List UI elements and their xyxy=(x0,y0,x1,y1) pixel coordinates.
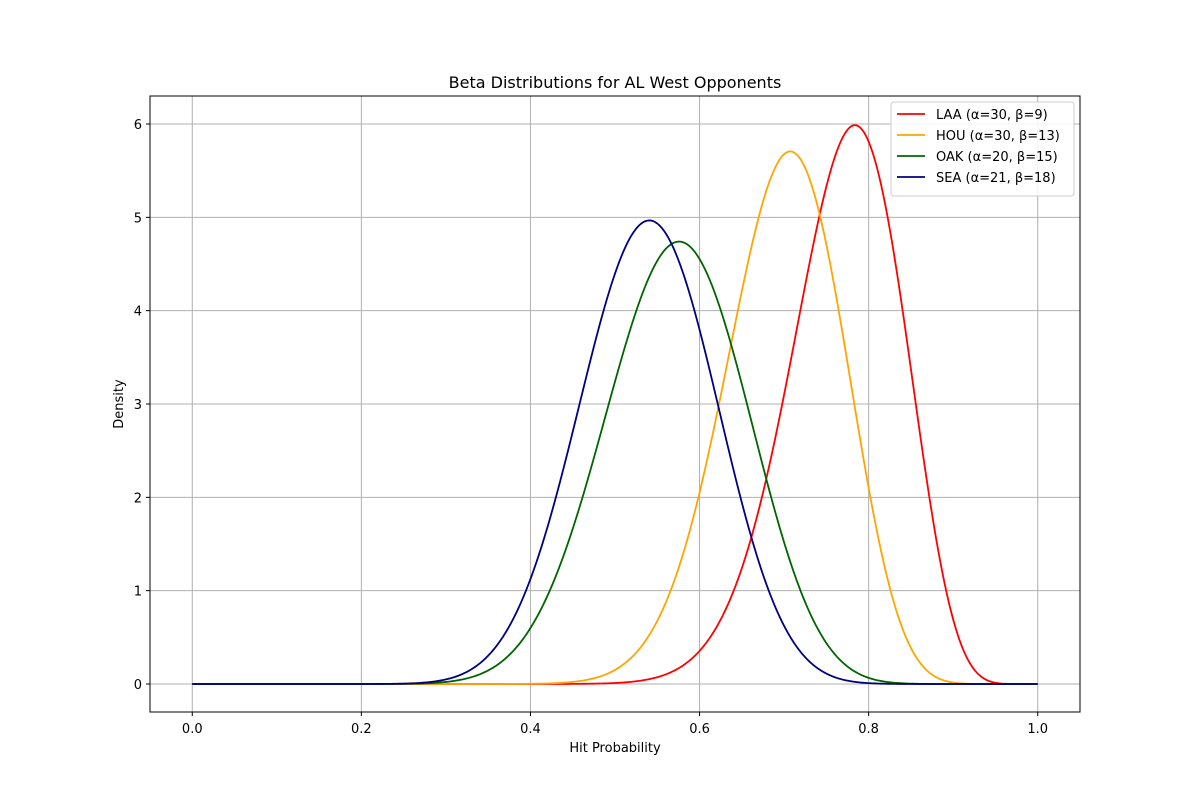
legend-label-hou: HOU (α=30, β=13) xyxy=(936,129,1060,144)
x-tick-label: 0.2 xyxy=(351,722,372,737)
grid-lines xyxy=(150,96,1080,712)
x-tick-label: 0.0 xyxy=(182,722,203,737)
x-tick-label: 0.8 xyxy=(858,722,879,737)
legend-label-laa: LAA (α=30, β=9) xyxy=(936,108,1048,123)
y-tick-label: 5 xyxy=(134,211,142,226)
legend-label-sea: SEA (α=21, β=18) xyxy=(936,171,1056,186)
y-tick-label: 0 xyxy=(134,678,142,693)
x-axis-ticks: 0.0 0.2 0.4 0.6 0.8 1.0 xyxy=(182,712,1048,737)
series-lines xyxy=(192,124,1038,685)
y-tick-label: 6 xyxy=(134,118,142,133)
legend-label-oak: OAK (α=20, β=15) xyxy=(936,150,1058,165)
chart-title: Beta Distributions for AL West Opponents xyxy=(449,73,782,92)
y-tick-label: 4 xyxy=(134,305,142,320)
x-tick-label: 0.4 xyxy=(520,722,541,737)
x-axis-label: Hit Probability xyxy=(569,741,661,756)
y-tick-label: 3 xyxy=(134,398,142,413)
y-axis-label: Density xyxy=(112,379,127,429)
y-tick-label: 1 xyxy=(134,585,142,600)
x-tick-label: 0.6 xyxy=(689,722,710,737)
legend-box xyxy=(890,101,1075,197)
legend: LAA (α=30, β=9) HOU (α=30, β=13) OAK (α=20… xyxy=(890,101,1075,197)
series-line-sea xyxy=(192,219,1038,685)
y-axis-ticks: 0 1 2 3 4 5 6 xyxy=(134,118,150,693)
y-tick-label: 2 xyxy=(134,491,142,506)
x-tick-label: 1.0 xyxy=(1027,722,1048,737)
